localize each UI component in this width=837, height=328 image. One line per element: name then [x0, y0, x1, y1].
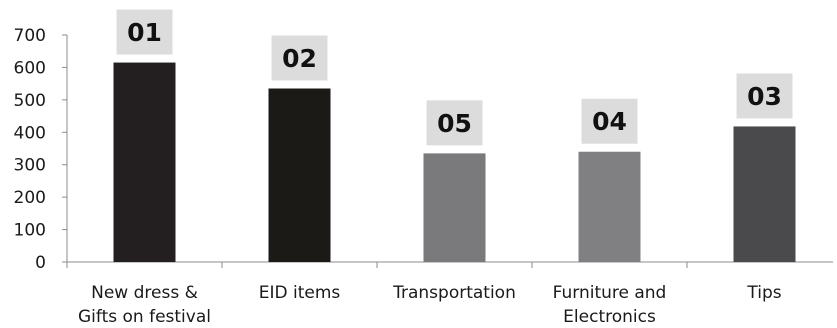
rank-badge-box [426, 100, 483, 146]
y-tick-label: 500 [14, 91, 46, 111]
y-tick-label: 100 [14, 221, 46, 241]
y-tick-label: 400 [14, 123, 46, 143]
rank-badge: 03 [736, 73, 793, 119]
rank-label: 03 [747, 82, 782, 111]
y-tick-label: 0 [35, 253, 46, 273]
category-labels: New dress & Gifts on festival EID items Tra… [78, 283, 782, 327]
rank-label: 04 [592, 107, 627, 136]
category-label: Transportation [392, 283, 516, 303]
rank-badge: 01 [116, 9, 173, 55]
rank-badge-box [116, 9, 173, 55]
rank-label: 05 [437, 109, 472, 138]
category-label-line: Electronics [563, 307, 656, 327]
y-tick-label: 300 [14, 156, 46, 176]
category-label-line: New dress & [91, 283, 198, 303]
rank-badge-box [736, 73, 793, 119]
category-label: Tips [746, 283, 781, 303]
rank-badge: 05 [426, 100, 483, 146]
rank-badge-box [271, 35, 328, 81]
y-tick-label: 200 [14, 188, 46, 208]
bar [113, 62, 176, 262]
rank-badge: 02 [271, 35, 328, 81]
y-tick-label: 700 [14, 26, 46, 46]
bar [733, 126, 796, 262]
rank-label: 01 [127, 18, 162, 47]
rank-label: 02 [282, 44, 317, 73]
category-label-line: Furniture and [553, 283, 667, 303]
rank-badge-box [581, 98, 638, 144]
bar [268, 88, 331, 262]
category-label-line: Transportation [392, 283, 516, 303]
category-label-line: Gifts on festival [78, 307, 211, 327]
rank-badge: 04 [581, 98, 638, 144]
bar [423, 153, 486, 262]
category-label: Furniture and Electronics [553, 283, 667, 327]
y-tick-label: 600 [14, 58, 46, 78]
bar [578, 151, 641, 262]
category-label: New dress & Gifts on festival [78, 283, 211, 327]
bars [113, 62, 796, 262]
category-label-line: EID items [259, 283, 341, 303]
y-axis: 0 100 200 300 400 500 600 700 [14, 26, 68, 273]
rank-badges: 01 02 05 04 03 [116, 9, 793, 146]
category-label: EID items [259, 283, 341, 303]
category-label-line: Tips [746, 283, 781, 303]
x-axis [66, 261, 833, 268]
